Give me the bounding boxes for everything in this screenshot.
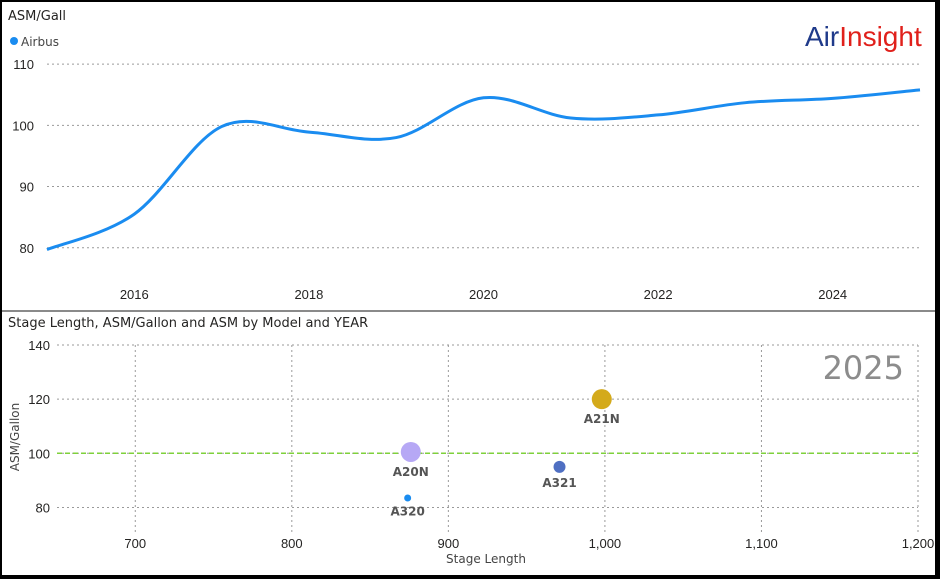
panel-divider — [2, 310, 935, 312]
logo-part-insight: Insight — [839, 21, 922, 52]
logo-part-air: Air — [805, 21, 839, 52]
scatter-point-a20n[interactable] — [400, 441, 421, 462]
point-label-a21n: A21N — [584, 412, 620, 426]
legend-marker-airbus — [10, 37, 18, 45]
y-axis-title: ASM/Gallon — [8, 403, 22, 472]
series-line-airbus[interactable] — [46, 88, 921, 251]
airinsight-logo: AirInsight — [805, 18, 925, 57]
scatter-chart-panel: Stage Length, ASM/Gallon and ASM by Mode… — [2, 312, 935, 575]
x-tick-label: 2022 — [644, 287, 673, 302]
x-tick-label: 900 — [438, 536, 460, 551]
scatter-point-a320[interactable] — [404, 494, 412, 502]
x-tick-label: 2020 — [469, 287, 498, 302]
x-tick-label: 800 — [281, 536, 303, 551]
scatter-point-a321[interactable] — [553, 460, 566, 473]
line-chart: ASM/Gall Airbus 110 100 90 80 2016 2018 2020 2… — [8, 9, 921, 302]
y-tick-label: 100 — [28, 446, 50, 461]
legend-label-airbus[interactable]: Airbus — [21, 35, 59, 49]
line-chart-panel: ASM/Gall Airbus 110 100 90 80 2016 2018 2020 2… — [2, 2, 935, 310]
y-tick-label: 120 — [28, 392, 50, 407]
x-tick-label: 700 — [124, 536, 146, 551]
scatter-chart: Stage Length, ASM/Gallon and ASM by Mode… — [8, 316, 935, 566]
x-tick-label: 2016 — [120, 287, 149, 302]
x-axis-title: Stage Length — [446, 552, 526, 566]
year-indicator: 2025 — [823, 349, 904, 387]
y-tick-label: 80 — [20, 241, 34, 256]
y-tick-label: 80 — [36, 500, 50, 515]
x-tick-label: 2024 — [818, 287, 847, 302]
scatter-chart-title: Stage Length, ASM/Gallon and ASM by Mode… — [8, 316, 368, 331]
x-tick-label: 1,200 — [902, 536, 935, 551]
point-label-a321: A321 — [542, 476, 576, 490]
scatter-point-a21n[interactable] — [591, 389, 612, 410]
point-label-a20n: A20N — [393, 465, 429, 479]
y-tick-label: 100 — [12, 118, 34, 133]
x-tick-label: 2018 — [294, 287, 323, 302]
line-chart-title: ASM/Gall — [8, 9, 66, 24]
x-tick-label: 1,000 — [589, 536, 622, 551]
y-tick-label: 110 — [13, 57, 34, 72]
x-tick-label: 1,100 — [745, 536, 778, 551]
y-tick-label: 90 — [20, 180, 34, 195]
point-label-a320: A320 — [390, 504, 424, 518]
svg-text:AirInsight: AirInsight — [805, 21, 922, 52]
y-tick-label: 140 — [28, 338, 50, 353]
